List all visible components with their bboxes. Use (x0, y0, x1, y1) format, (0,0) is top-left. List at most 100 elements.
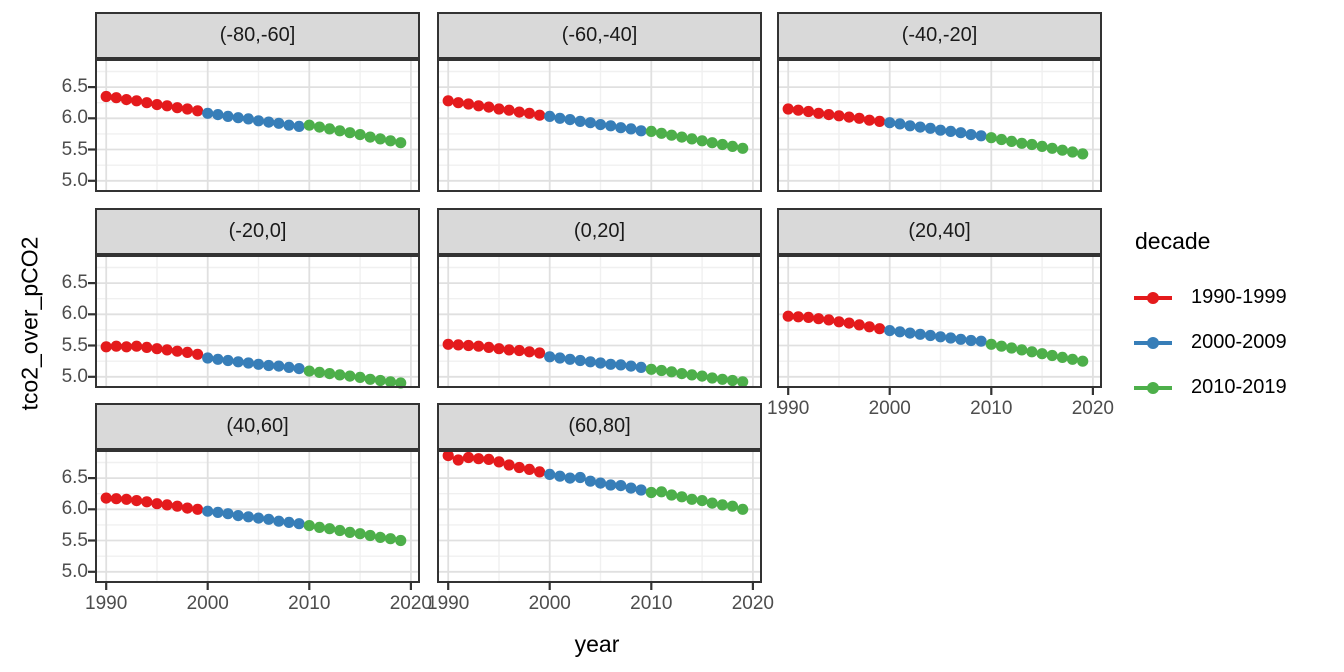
data-point (462, 339, 475, 352)
x-axis-tick-label: 1990 (85, 593, 128, 614)
data-point (696, 495, 708, 507)
facet-strip-label: (0,20] (437, 208, 762, 255)
data-point (232, 356, 244, 368)
y-axis-tick-label: 5.0 (61, 560, 88, 582)
data-point (523, 463, 535, 475)
data-point (726, 500, 739, 512)
data-point (686, 493, 698, 505)
data-point (792, 104, 804, 116)
legend: decade 1990-1999 2000-2009 2010-2019 (1133, 228, 1287, 410)
x-axis-tick-label: 2010 (970, 398, 1013, 419)
data-point (100, 492, 112, 504)
data-point (625, 360, 637, 372)
data-point (726, 140, 739, 152)
data-point (283, 119, 295, 131)
data-point (452, 339, 464, 351)
facet-panel (88, 59, 420, 192)
data-point (334, 125, 346, 137)
y-axis-tick-label: 5.5 (61, 529, 88, 551)
data-point (635, 484, 647, 496)
data-point (696, 135, 708, 147)
data-point (995, 133, 1008, 146)
data-point (202, 505, 214, 517)
data-point (171, 345, 183, 357)
facet-strip-label: (20,40] (777, 208, 1102, 255)
data-point (384, 135, 397, 147)
data-point (452, 454, 464, 466)
data-point (263, 116, 275, 128)
data-point (1046, 142, 1058, 154)
data-point (252, 358, 265, 370)
data-point (1016, 137, 1028, 149)
data-point (813, 107, 825, 119)
data-point (1006, 135, 1018, 147)
data-point (442, 95, 454, 107)
data-point (242, 357, 254, 369)
data-point (503, 459, 515, 471)
data-point (544, 468, 556, 480)
data-point (110, 340, 122, 352)
facet-panel (88, 450, 420, 590)
data-point (1006, 342, 1018, 354)
data-point (934, 331, 947, 343)
y-axis-tick-label: 5.0 (61, 169, 88, 191)
data-point (473, 100, 485, 112)
data-point (955, 333, 967, 345)
data-point (584, 117, 596, 129)
legend-item: 2000-2009 (1133, 320, 1287, 365)
data-point (544, 351, 556, 363)
data-point (564, 114, 576, 126)
data-point (1036, 348, 1048, 360)
data-point (676, 491, 688, 503)
x-axis-title: year (574, 631, 620, 657)
data-point (384, 376, 397, 388)
data-point (584, 475, 596, 487)
data-point (904, 120, 916, 132)
x-axis-tick-label: 2020 (1071, 398, 1114, 419)
data-point (513, 461, 525, 474)
data-point (823, 109, 835, 121)
data-point (324, 523, 336, 535)
x-axis-tick-label: 1990 (767, 398, 810, 419)
data-point (666, 129, 678, 141)
data-point (554, 112, 566, 124)
data-point (823, 314, 835, 326)
data-point (615, 359, 627, 371)
data-point (894, 118, 906, 130)
data-point (395, 534, 407, 547)
data-point (985, 338, 997, 350)
data-point (384, 533, 397, 545)
x-axis-tick-label: 2020 (731, 593, 774, 614)
y-axis-tick-label: 5.0 (61, 365, 88, 387)
data-point (544, 110, 556, 122)
data-point (212, 109, 224, 121)
y-axis-title: tco2_over_pCO2 (16, 236, 43, 411)
legend-item-label: 2010-2019 (1191, 376, 1287, 398)
data-point (131, 95, 143, 107)
data-point (344, 526, 356, 538)
data-point (904, 327, 916, 339)
data-point (1066, 353, 1079, 365)
data-point (303, 365, 315, 377)
data-point (374, 531, 386, 543)
data-point (965, 129, 977, 141)
data-point (110, 493, 122, 505)
data-point (212, 506, 224, 518)
x-axis-tick-label: 2020 (389, 593, 432, 614)
data-point (635, 361, 647, 373)
data-point (171, 102, 183, 114)
data-point (534, 347, 546, 359)
data-point (161, 344, 173, 356)
y-axis-tick-label: 6.0 (61, 303, 88, 325)
data-point (212, 353, 224, 365)
data-point (151, 99, 163, 111)
data-point (283, 361, 295, 373)
data-point (151, 343, 163, 355)
data-point (192, 105, 204, 117)
facet-strip-label: (-80,-60] (95, 12, 420, 59)
legend-key-line-dot-icon (1134, 381, 1172, 394)
data-point (222, 354, 234, 367)
data-point (686, 133, 698, 145)
data-point (374, 374, 386, 387)
